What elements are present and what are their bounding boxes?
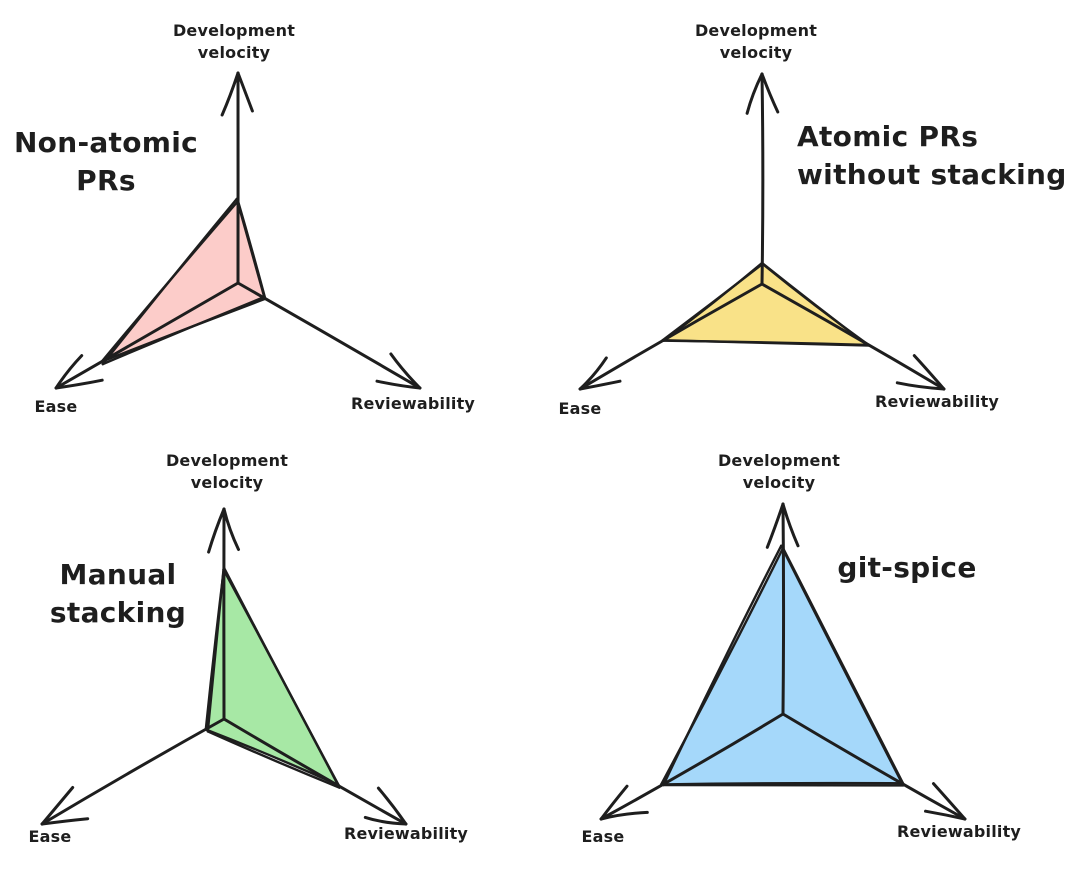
axis-line-reviewability (760, 282, 946, 391)
axis-arrowhead-reviewability (376, 786, 408, 826)
axis-label-reviewability-chart4: Reviewability (896, 822, 1022, 841)
chart-title-git-spice: git-spice (837, 551, 977, 584)
axis-arrowhead-reviewability (932, 782, 967, 821)
axis-arrowhead-reviewability (912, 354, 946, 391)
radar-chart-4 (599, 502, 967, 821)
series-outline (206, 730, 341, 789)
axis-line-velocity (781, 502, 786, 716)
axis-arrowhead-velocity (207, 507, 226, 554)
axis-arrowhead-ease (599, 810, 649, 821)
series-outline (662, 544, 783, 787)
axis-label-reviewability-chart1: Reviewability (350, 394, 476, 413)
axis-arrowhead-velocity (781, 502, 800, 548)
series-outline (235, 197, 266, 299)
axis-arrowhead-reviewability (924, 809, 967, 821)
axis-label-ease-chart2: Ease (558, 399, 602, 418)
chart-title-manual-stacking: Manual stacking (49, 558, 187, 629)
axis-label-velocity-chart4: Development velocity (717, 451, 841, 492)
series-outline (222, 568, 341, 789)
axis-arrowhead-velocity (760, 72, 780, 114)
radar-chart-2 (578, 72, 946, 391)
chart-title-atomic-prs-without-stacking: Atomic PRs without stacking (797, 120, 1067, 191)
axis-arrowhead-velocity (765, 502, 785, 549)
axis-line-reviewability (781, 712, 967, 821)
axis-arrowhead-ease (40, 817, 90, 826)
axis-arrowhead-velocity (222, 507, 240, 551)
axis-arrowhead-reviewability (375, 379, 422, 390)
axis-label-velocity-chart1: Development velocity (172, 21, 296, 62)
axis-label-ease-chart4: Ease (581, 827, 625, 846)
axis-arrowhead-velocity (220, 71, 240, 117)
axis-arrowhead-reviewability (363, 815, 408, 826)
axis-arrowhead-ease (578, 379, 622, 391)
axis-arrowhead-velocity (236, 71, 254, 113)
axis-arrowhead-ease (54, 378, 104, 390)
series-fill (205, 567, 339, 786)
axis-arrowhead-reviewability (895, 381, 946, 391)
radar-chart-3 (40, 507, 408, 826)
axis-line-ease (40, 717, 226, 826)
axis-arrowhead-ease (54, 354, 84, 390)
axis-arrowhead-ease (578, 356, 608, 391)
axis-arrowhead-ease (599, 784, 629, 821)
axis-arrowhead-reviewability (389, 352, 422, 390)
axis-line-reviewability (236, 281, 422, 390)
radar-chart-1 (54, 71, 422, 390)
series-outline (101, 197, 238, 366)
axis-arrowhead-ease (40, 786, 75, 826)
axis-line-ease (54, 281, 240, 390)
series-outline (661, 262, 764, 342)
series-fill (101, 201, 266, 362)
axis-arrowhead-velocity (745, 72, 764, 115)
axis-line-reviewability (222, 717, 408, 826)
axis-label-reviewability-chart2: Reviewability (874, 392, 1000, 411)
series-outline (761, 262, 871, 347)
axis-label-velocity-chart2: Development velocity (694, 21, 818, 62)
chart-title-non-atomic-prs: Non-atomic PRs (13, 126, 199, 197)
axis-line-ease (599, 712, 785, 821)
axis-label-velocity-chart3: Development velocity (165, 451, 289, 492)
series-outline (101, 295, 266, 366)
axis-label-ease-chart1: Ease (34, 397, 78, 416)
axis-label-reviewability-chart3: Reviewability (343, 824, 469, 843)
series-fill (663, 263, 868, 345)
series-outline (206, 568, 225, 733)
series-outline (780, 544, 905, 787)
axis-line-velocity (760, 72, 765, 286)
series-outline (661, 339, 871, 347)
axis-label-ease-chart3: Ease (28, 827, 72, 846)
series-outline (204, 728, 340, 787)
